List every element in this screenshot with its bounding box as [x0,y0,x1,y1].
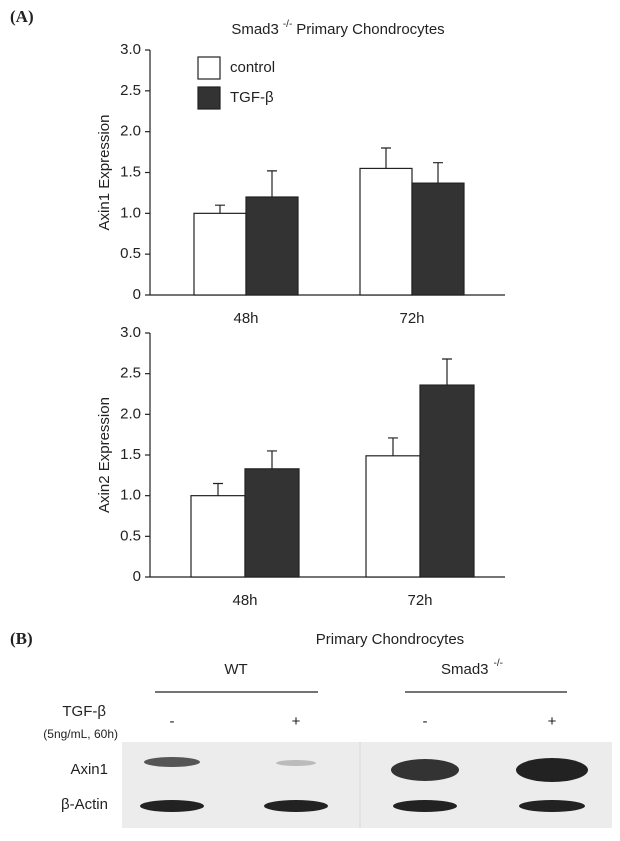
error-bar [267,450,277,469]
error-bar [215,204,225,214]
bar [245,196,299,296]
legend-swatch [197,86,221,110]
y-tick-label: 1.5 [120,163,141,180]
error-bar [433,162,443,184]
y-tick-label: 2.0 [120,405,141,422]
y-tick-label: 2.5 [120,365,141,382]
bar [244,468,300,578]
bar [359,167,413,296]
legend-label: TGF-β [230,89,274,106]
error-bar [213,482,223,496]
treatment-label: TGF-β [62,703,106,720]
panel-label: (A) [10,7,34,26]
bar [365,455,421,578]
group-label: Smad3 -/- [441,658,503,678]
legend-label: control [230,59,275,76]
error-bar [388,437,398,456]
legend-swatch [197,56,221,80]
title-superscript: -/- [283,19,292,30]
panel-label: (B) [10,629,33,648]
blot-image [122,742,612,828]
sign: + [548,713,557,730]
error-bar [267,170,277,197]
treatment-detail: (5ng/mL, 60h) [43,727,118,741]
sign: + [292,713,301,730]
x-tick-label: 48h [233,310,258,327]
sign: - [423,713,428,730]
y-tick-label: 0.5 [120,245,141,262]
x-tick-label: 72h [407,592,432,609]
y-tick-label: 0.5 [120,527,141,544]
y-tick-label: 2.0 [120,123,141,140]
y-tick-label: 1.0 [120,487,141,504]
chart-title: Smad3 -/- Primary Chondrocytes [231,19,444,38]
error-bar [381,147,391,169]
y-tick-label: 3.0 [120,324,141,341]
x-tick-label: 48h [232,592,257,609]
title-text: Primary Chondrocytes [296,21,444,38]
y-tick-label: 0 [133,568,141,585]
bar [419,384,475,578]
bar [411,182,465,296]
y-axis-label: Axin1 Expression [96,115,113,231]
y-tick-label: 1.0 [120,204,141,221]
bar [190,495,246,578]
y-tick-label: 0 [133,286,141,303]
blot-title: Primary Chondrocytes [316,631,464,648]
group-label: WT [224,661,247,678]
row-label: β-Actin [61,796,108,813]
y-tick-label: 2.5 [120,82,141,99]
bar [193,212,247,296]
sign: - [170,713,175,730]
x-tick-label: 72h [399,310,424,327]
y-axis-label: Axin2 Expression [96,397,113,513]
row-label: Axin1 [70,761,108,778]
y-tick-label: 3.0 [120,41,141,58]
error-bar [442,358,452,386]
title-text: Smad3 [231,21,279,38]
group-superscript: -/- [494,658,503,669]
y-tick-label: 1.5 [120,446,141,463]
group-text: Smad3 [441,661,489,678]
